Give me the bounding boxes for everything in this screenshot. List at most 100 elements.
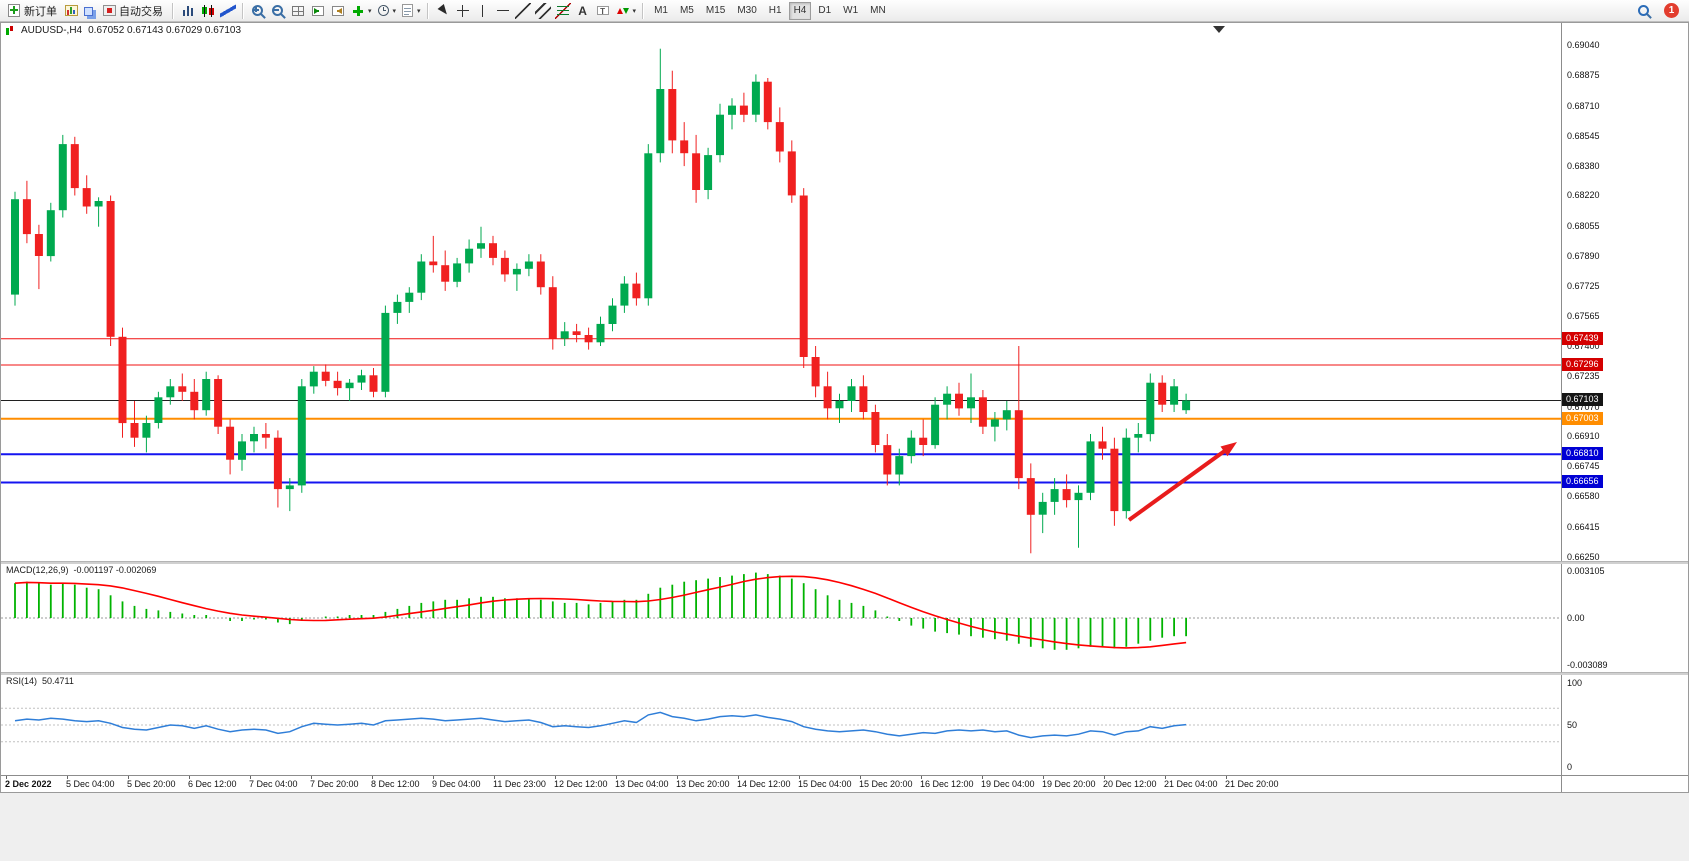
rsi-tick: 0	[1567, 762, 1573, 772]
auto-scroll-button[interactable]	[308, 1, 328, 21]
fibonacci-button[interactable]	[553, 1, 573, 21]
chart-window-button[interactable]	[62, 1, 81, 21]
new-order-button[interactable]: 新订单	[4, 1, 62, 21]
time-tick	[982, 776, 983, 779]
periods-button[interactable]: ▾	[374, 1, 399, 21]
time-label: 14 Dec 12:00	[737, 779, 791, 789]
search-button[interactable]	[1634, 1, 1654, 21]
macd-tick: 0.003105	[1567, 566, 1605, 576]
crosshair-button[interactable]	[453, 1, 473, 21]
time-tick	[738, 776, 739, 779]
templates-dropdown-caret[interactable]: ▾	[417, 7, 421, 15]
arrows-button[interactable]: ▾	[613, 1, 639, 21]
price-tick: 0.68710	[1567, 101, 1600, 111]
rsi-axis[interactable]: 100 50 0	[1562, 675, 1688, 775]
price-badge: 0.66656	[1562, 475, 1603, 488]
time-label: 12 Dec 12:00	[554, 779, 608, 789]
time-label: 13 Dec 04:00	[615, 779, 669, 789]
chart-shift-button[interactable]	[328, 1, 348, 21]
auto-trading-button[interactable]: 自动交易	[100, 1, 168, 21]
time-tick	[1043, 776, 1044, 779]
zoom-in-button[interactable]	[248, 1, 268, 21]
cursor-button[interactable]	[433, 1, 453, 21]
candlestick-chart-button[interactable]	[198, 1, 218, 21]
time-label: 8 Dec 12:00	[371, 779, 420, 789]
time-tick	[1165, 776, 1166, 779]
horizontal-line-icon	[494, 2, 511, 19]
time-tick	[1226, 776, 1227, 779]
toolbar-separator	[642, 2, 645, 19]
macd-panel: MACD(12,26,9) -0.001197 -0.002069 0.0031…	[1, 564, 1688, 672]
rsi-tick: 100	[1567, 678, 1583, 688]
periods-dropdown-caret[interactable]: ▾	[392, 7, 397, 15]
bar-chart-button[interactable]	[178, 1, 198, 21]
price-tick: 0.68545	[1567, 131, 1600, 141]
price-badge: 0.66810	[1562, 447, 1603, 460]
timeframe-m5-button[interactable]: M5	[675, 2, 699, 20]
text-icon: A	[578, 3, 587, 18]
price-tick: 0.67890	[1567, 251, 1600, 261]
time-label: 11 Dec 23:00	[493, 779, 546, 789]
time-axis[interactable]: 2 Dec 2022 5 Dec 04:00 5 Dec 20:00 6 Dec 12…	[1, 775, 1688, 792]
profiles-button[interactable]	[81, 1, 100, 21]
periods-icon	[377, 5, 389, 16]
templates-button[interactable]: ▾	[398, 1, 423, 21]
timeframe-w1-button[interactable]: W1	[838, 2, 863, 20]
price-badge: 0.67296	[1562, 358, 1603, 371]
panel-splitter[interactable]	[1, 672, 1688, 675]
price-axis[interactable]: 0.69040 0.68875 0.68710 0.68545 0.68380 0.682…	[1562, 23, 1688, 561]
time-label: 2 Dec 2022	[5, 779, 52, 789]
time-label: 20 Dec 12:00	[1103, 779, 1157, 789]
price-badge: 0.67003	[1562, 412, 1603, 425]
vertical-line-button[interactable]	[473, 1, 493, 21]
macd-plot[interactable]: MACD(12,26,9) -0.001197 -0.002069	[1, 564, 1562, 672]
zoom-in-icon	[250, 2, 266, 19]
notification-badge[interactable]: 1	[1664, 3, 1679, 18]
time-tick	[311, 776, 312, 779]
time-label: 7 Dec 04:00	[249, 779, 298, 789]
timeframe-h4-button[interactable]: H4	[788, 1, 812, 20]
timeframe-d1-button[interactable]: D1	[813, 2, 836, 20]
time-tick	[1104, 776, 1105, 779]
macd-axis[interactable]: 0.003105 0.00 -0.003089	[1562, 564, 1688, 672]
main-chart-plot[interactable]: AUDUSD-,H4 0.67052 0.67143 0.67029 0.671…	[1, 23, 1562, 561]
rsi-panel: RSI(14) 50.4711 100 50 0	[1, 675, 1688, 775]
trend-arrow-annotation	[1127, 446, 1231, 522]
trendline-button[interactable]	[513, 1, 533, 21]
toolbar-separator	[172, 2, 174, 19]
search-icon	[1636, 3, 1652, 19]
timeframe-m15-button[interactable]: M15	[701, 2, 730, 20]
indicators-button[interactable]: ▾	[348, 1, 374, 21]
tile-windows-button[interactable]	[288, 1, 308, 21]
toolbar: 新订单 自动交易 ▾ ▾ ▾ A T ▾ M1 M5 M15 M30 H1 H4 D1 W1 MN 1	[0, 0, 1689, 22]
time-label: 21 Dec 20:00	[1225, 779, 1279, 789]
time-tick	[189, 776, 190, 779]
chart-shift-marker	[1213, 26, 1225, 33]
time-tick	[6, 776, 7, 779]
time-label: 15 Dec 20:00	[859, 779, 913, 789]
indicators-dropdown-caret[interactable]: ▾	[368, 7, 372, 15]
text-label-button[interactable]: T	[593, 1, 613, 21]
time-label: 19 Dec 04:00	[981, 779, 1035, 789]
zoom-out-button[interactable]	[268, 1, 288, 21]
line-chart-button[interactable]	[218, 1, 238, 21]
trendline-icon	[514, 2, 531, 19]
rsi-plot[interactable]: RSI(14) 50.4711	[1, 675, 1562, 775]
timeframe-h1-button[interactable]: H1	[764, 2, 787, 20]
toolbar-right: 1	[1634, 1, 1685, 21]
time-tick	[860, 776, 861, 779]
zoom-out-icon	[270, 2, 286, 19]
timeframe-m30-button[interactable]: M30	[732, 2, 761, 20]
workspace-background	[0, 793, 1689, 861]
auto-trading-icon	[103, 5, 116, 16]
panel-splitter[interactable]	[1, 561, 1688, 564]
horizontal-line-button[interactable]	[493, 1, 513, 21]
timeframe-m1-button[interactable]: M1	[649, 2, 673, 20]
arrows-dropdown-caret[interactable]: ▾	[632, 7, 637, 15]
rsi-line	[14, 711, 1187, 739]
equidistant-channel-button[interactable]	[533, 1, 553, 21]
time-tick	[494, 776, 495, 779]
text-button[interactable]: A	[573, 1, 593, 21]
macd-tick: 0.00	[1567, 613, 1585, 623]
timeframe-mn-button[interactable]: MN	[865, 2, 891, 20]
